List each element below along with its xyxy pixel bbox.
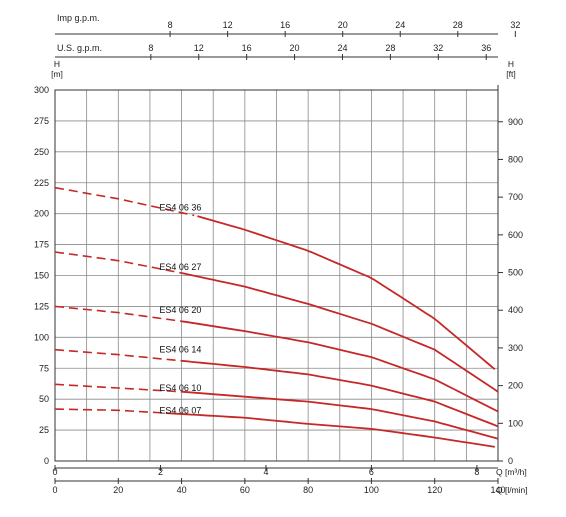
y-right-tick-label: 800: [508, 154, 523, 164]
y-left-tick-label: 75: [39, 363, 49, 373]
left-axis-label: H: [54, 59, 60, 69]
curve-label: ES4 06 20: [159, 305, 201, 315]
y-right-tick-label: 600: [508, 230, 523, 240]
x-lpm-tick-label: 0: [52, 485, 57, 495]
y-left-tick-label: 100: [34, 332, 49, 342]
top-us-tick-label: 8: [148, 43, 153, 53]
x-lpm-tick-label: 80: [303, 485, 313, 495]
top-imp-tick-label: 24: [395, 20, 405, 30]
y-left-tick-label: 25: [39, 425, 49, 435]
y-right-tick-label: 400: [508, 305, 523, 315]
y-left-tick-label: 150: [34, 271, 49, 281]
x-m3h-tick-label: 4: [263, 467, 268, 477]
x-lpm-tick-label: 20: [113, 485, 123, 495]
top-us-tick-label: 20: [290, 43, 300, 53]
curve-dashed-segment: [54, 348, 182, 362]
grid: [54, 89, 499, 462]
curve-dashed-segment: [54, 186, 195, 217]
x-axis-lpm-label: Q [l/min]: [496, 485, 528, 495]
curve-dashed-segment: [54, 408, 163, 414]
top-us-tick-label: 24: [337, 43, 347, 53]
curve-label: ES4 06 10: [159, 383, 201, 393]
top-imp-tick-label: 8: [168, 20, 173, 30]
y-left-tick-label: 225: [34, 178, 49, 188]
top-us-tick-label: 28: [385, 43, 395, 53]
left-axis-unit: [m]: [51, 69, 63, 79]
y-left-tick-label: 125: [34, 301, 49, 311]
axes: 0255075100125150175200225250275300010020…: [34, 20, 523, 495]
curve-dashed-segment: [54, 251, 182, 274]
labels: ES4 06 36 ES4 06 27 ES4 06 20 ES4 06 14 ES4 …: [159, 202, 201, 415]
y-left-tick-label: 300: [34, 85, 49, 95]
curve-label: ES4 06 07: [159, 405, 201, 415]
curve-dashed-segment: [54, 383, 182, 393]
y-right-tick-label: 900: [508, 117, 523, 127]
top-imp-tick-label: 28: [453, 20, 463, 30]
top-imp-tick-label: 20: [338, 20, 348, 30]
x-m3h-tick-label: 6: [369, 467, 374, 477]
top-imp-tick-label: 12: [223, 20, 233, 30]
y-left-tick-label: 175: [34, 240, 49, 250]
x-m3h-tick-label: 8: [474, 467, 479, 477]
curve-solid-segment: [197, 215, 496, 370]
y-right-tick-label: 500: [508, 268, 523, 278]
curve-solid-segment: [165, 412, 495, 448]
imp-gpm-label: Imp g.p.m.: [57, 13, 100, 23]
curve-dashed-segment: [54, 305, 182, 323]
top-us-tick-label: 12: [194, 43, 204, 53]
top-imp-tick-label: 16: [280, 20, 290, 30]
y-right-tick-label: 100: [508, 418, 523, 428]
curve-solid-segment: [181, 320, 499, 413]
top-us-tick-label: 32: [433, 43, 443, 53]
y-right-tick-label: 0: [508, 456, 513, 466]
y-right-tick-label: 700: [508, 192, 523, 202]
curve-solid-segment: [181, 359, 499, 428]
y-left-tick-label: 200: [34, 209, 49, 219]
curve-solid-segment: [181, 390, 499, 440]
x-m3h-tick-label: 2: [158, 467, 163, 477]
curve-solid-segment: [181, 272, 499, 393]
x-lpm-tick-label: 120: [427, 485, 442, 495]
y-left-tick-label: 250: [34, 147, 49, 157]
y-left-tick-label: 275: [34, 116, 49, 126]
top-imp-tick-label: 32: [510, 20, 520, 30]
top-us-tick-label: 16: [242, 43, 252, 53]
y-right-tick-label: 300: [508, 343, 523, 353]
x-lpm-tick-label: 60: [240, 485, 250, 495]
x-lpm-tick-label: 100: [364, 485, 379, 495]
curve-label: ES4 06 14: [159, 345, 201, 355]
y-right-tick-label: 200: [508, 381, 523, 391]
x-axis-m3h-label: Q [m³/h]: [496, 467, 527, 477]
x-lpm-tick-label: 140: [490, 485, 505, 495]
curve-label: ES4 06 27: [159, 262, 201, 272]
curve-label: ES4 06 36: [159, 202, 201, 212]
top-us-tick-label: 36: [481, 43, 491, 53]
us-gpm-label: U.S. g.p.m.: [57, 43, 102, 53]
y-left-tick-label: 50: [39, 394, 49, 404]
curves: [54, 186, 499, 448]
y-left-tick-label: 0: [44, 456, 49, 466]
right-axis-label: H: [508, 59, 514, 69]
x-lpm-tick-label: 40: [177, 485, 187, 495]
x-m3h-tick-label: 0: [52, 467, 57, 477]
right-axis-unit: [ft]: [506, 69, 515, 79]
